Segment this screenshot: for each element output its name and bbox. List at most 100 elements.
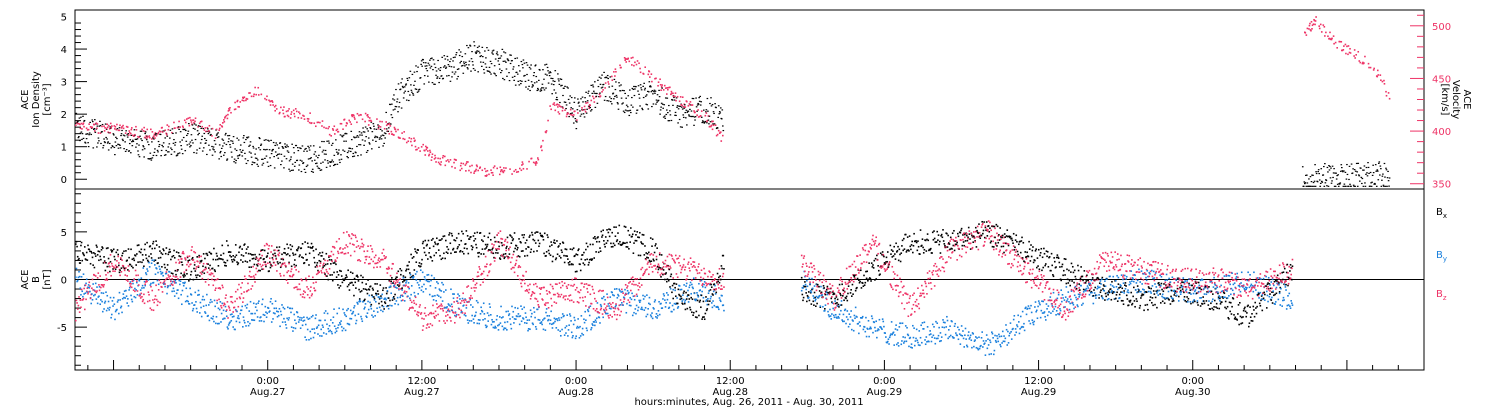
- density-point: [443, 65, 446, 67]
- velocity-point: [581, 107, 583, 109]
- density-point: [433, 83, 435, 85]
- bz-point: [564, 298, 567, 301]
- density-point: [314, 151, 317, 153]
- density-point: [551, 93, 553, 95]
- density-point: [411, 73, 414, 76]
- velocity-point: [133, 135, 135, 138]
- bz-point: [319, 265, 321, 267]
- bz-point: [408, 308, 410, 311]
- bz-point: [621, 288, 623, 291]
- density-point: [382, 134, 385, 137]
- bx-point: [536, 250, 538, 252]
- density-point: [622, 110, 625, 112]
- density-point: [660, 102, 663, 104]
- bz-point: [361, 242, 364, 245]
- velocity-point: [663, 84, 666, 87]
- by-point: [410, 285, 413, 287]
- density-point: [665, 109, 668, 111]
- by-point: [304, 323, 307, 326]
- density-point: [325, 153, 327, 155]
- bx-point: [321, 251, 324, 254]
- density-point: [268, 149, 271, 151]
- density-point: [1361, 182, 1363, 185]
- bz-point: [639, 277, 642, 280]
- bx-point: [240, 259, 242, 261]
- velocity-point: [1311, 24, 1314, 27]
- density-point: [488, 70, 490, 72]
- bz-point: [279, 275, 282, 277]
- density-point: [387, 130, 390, 133]
- bx-point: [421, 258, 423, 261]
- density-point: [582, 101, 584, 103]
- density-point: [340, 158, 343, 160]
- by-point: [280, 313, 283, 316]
- bz-point: [204, 268, 206, 271]
- by-point: [534, 316, 536, 319]
- by-point: [198, 293, 200, 296]
- bz-point: [228, 307, 231, 309]
- bz-point: [197, 260, 199, 263]
- by-point: [363, 308, 366, 310]
- by-point: [402, 276, 405, 279]
- density-point: [247, 160, 249, 162]
- bx-point: [244, 260, 247, 263]
- bz-point: [89, 285, 91, 287]
- velocity-point: [310, 122, 313, 124]
- by-point: [333, 308, 335, 310]
- bx-point: [239, 245, 242, 248]
- density-point: [635, 112, 638, 114]
- bx-point: [447, 248, 450, 251]
- bx-point: [482, 240, 484, 243]
- bz-point: [438, 320, 441, 322]
- by-point: [346, 309, 348, 312]
- density-point: [424, 62, 427, 64]
- bz-point: [441, 305, 443, 307]
- velocity-point: [679, 96, 682, 98]
- by-point: [628, 304, 631, 307]
- bx-point: [238, 251, 240, 254]
- density-point: [166, 151, 169, 153]
- density-point: [142, 145, 144, 147]
- bz-point: [321, 271, 323, 274]
- density-point: [259, 149, 262, 151]
- density-point: [314, 162, 317, 165]
- density-point: [140, 130, 143, 132]
- by-point: [585, 319, 587, 322]
- by-point: [404, 292, 407, 295]
- by-point: [441, 281, 443, 284]
- density-point: [556, 99, 559, 101]
- velocity-point: [273, 105, 276, 108]
- bz-point: [246, 290, 249, 292]
- density-point: [651, 89, 654, 92]
- density-point: [1302, 185, 1305, 187]
- bz-point: [314, 289, 317, 292]
- bz-point: [252, 265, 254, 268]
- bx-point: [324, 263, 327, 266]
- bx-point: [471, 248, 473, 251]
- density-point: [466, 44, 468, 47]
- by-point: [209, 301, 211, 304]
- density-point: [1308, 178, 1310, 180]
- bz-point: [101, 284, 104, 287]
- by-point: [107, 307, 109, 310]
- by-point: [386, 290, 389, 292]
- density-point: [308, 149, 311, 151]
- by-point: [619, 290, 621, 292]
- by-point: [477, 319, 480, 321]
- by-point: [271, 302, 274, 305]
- bx-point: [343, 279, 346, 282]
- bx-point: [515, 245, 518, 247]
- bz-point: [611, 315, 613, 318]
- density-point: [78, 136, 80, 138]
- by-point: [91, 298, 94, 301]
- density-point: [157, 140, 160, 143]
- velocity-point: [394, 128, 397, 131]
- density-point: [608, 86, 611, 88]
- velocity-point: [321, 125, 323, 127]
- by-point: [156, 279, 159, 282]
- density-point: [359, 134, 361, 136]
- by-point: [506, 329, 508, 331]
- bz-point: [263, 244, 266, 247]
- bx-point: [424, 239, 427, 242]
- bx-point: [549, 245, 551, 248]
